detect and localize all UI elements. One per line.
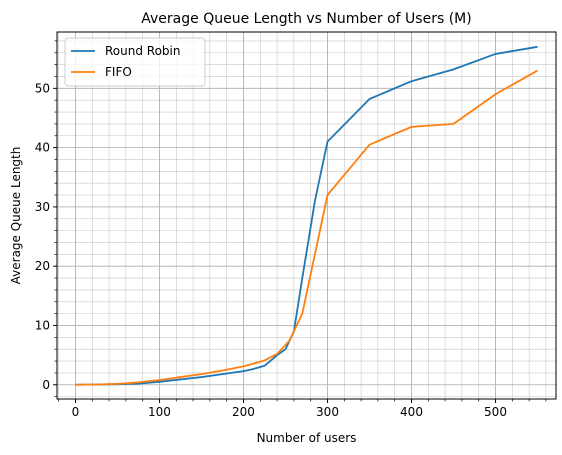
x-axis-label: Number of users	[257, 431, 357, 445]
legend-label-round-robin: Round Robin	[105, 44, 180, 58]
y-tick-label: 50	[35, 81, 50, 95]
y-tick-label: 20	[35, 259, 50, 273]
chart-title: Average Queue Length vs Number of Users …	[141, 11, 471, 27]
y-tick-label: 0	[42, 378, 50, 392]
plot-frame	[56, 31, 557, 400]
axis-tick-labels: 0 100 200 300 400 500 0 10 20 30 40 50	[35, 81, 507, 419]
x-tick-label: 500	[484, 405, 507, 419]
series-layer	[75, 45, 538, 386]
y-tick-label: 10	[35, 318, 50, 332]
legend-label-fifo: FIFO	[105, 65, 132, 79]
x-tick-label: 0	[72, 405, 80, 419]
legend-box	[64, 37, 206, 87]
major-grid	[57, 32, 556, 399]
minor-grid	[57, 32, 556, 399]
series-line-round-robin	[75, 45, 538, 386]
x-tick-label: 400	[400, 405, 423, 419]
axis-ticks	[53, 40, 547, 403]
x-tick-label: 100	[148, 405, 171, 419]
legend: Round Robin FIFO	[64, 37, 206, 87]
x-tick-label: 300	[316, 405, 339, 419]
series-line-fifo	[75, 69, 538, 386]
y-tick-label: 30	[35, 200, 50, 214]
x-tick-label: 200	[232, 405, 255, 419]
y-axis-label: Average Queue Length	[9, 147, 23, 285]
y-tick-label: 40	[35, 141, 50, 155]
